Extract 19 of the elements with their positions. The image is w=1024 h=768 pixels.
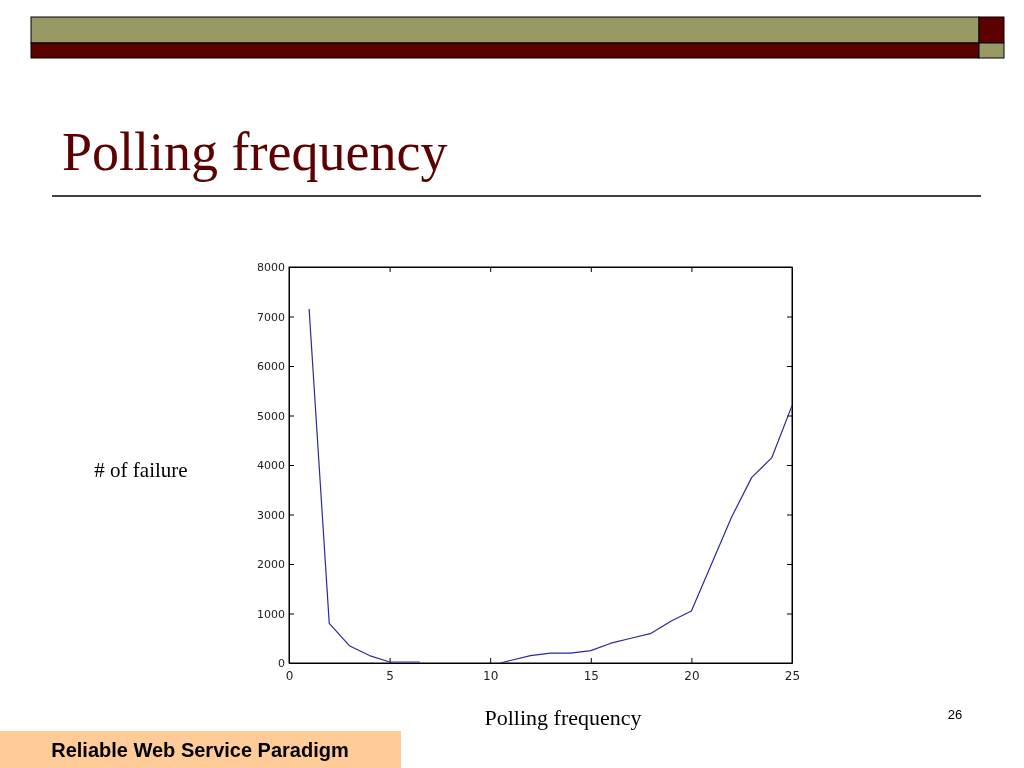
y-tick-label: 8000 bbox=[257, 261, 285, 275]
x-tick-label: 20 bbox=[684, 668, 700, 683]
y-tick-label: 6000 bbox=[257, 360, 285, 374]
x-tick-label: 10 bbox=[483, 668, 499, 683]
text: 26 bbox=[947, 707, 963, 722]
y-axis-title: # of failure bbox=[94, 458, 188, 482]
y-tick-label: 3000 bbox=[257, 508, 285, 522]
y-tick-label: 5000 bbox=[257, 409, 285, 423]
y-tick-label: 2000 bbox=[257, 558, 285, 572]
chart-title: Polling frequency bbox=[62, 122, 448, 182]
text: Reliable Web Service Paradigm bbox=[51, 739, 349, 761]
y-tick-label: 4000 bbox=[257, 459, 285, 473]
x-tick-label: 25 bbox=[784, 668, 801, 683]
y-tick-label: 7000 bbox=[257, 310, 285, 324]
x-axis-title: Polling frequency bbox=[484, 705, 642, 730]
x-tick-label: 5 bbox=[386, 668, 394, 683]
y-tick-label: 1000 bbox=[257, 607, 285, 621]
x-tick-label: 15 bbox=[583, 668, 599, 683]
y-tick-label: 0 bbox=[278, 657, 285, 671]
